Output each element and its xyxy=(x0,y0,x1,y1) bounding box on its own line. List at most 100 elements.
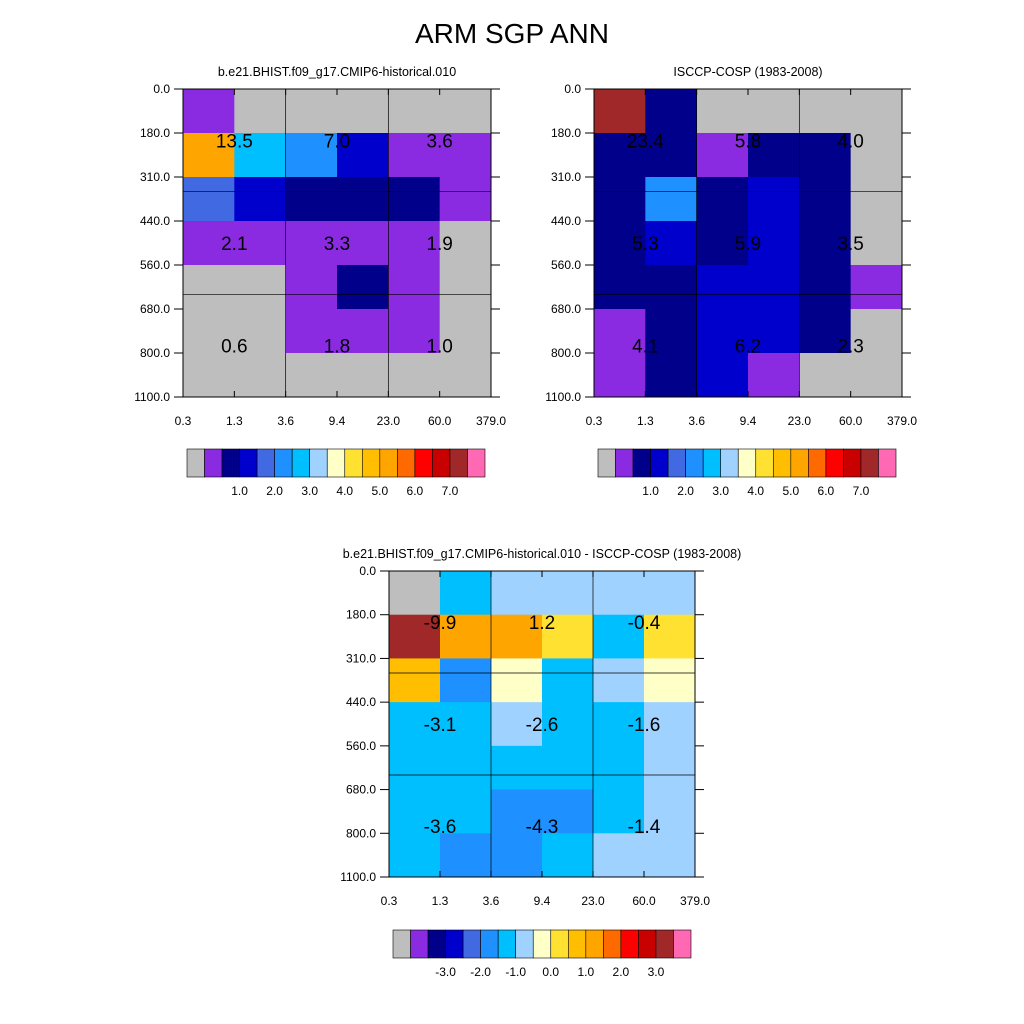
heatmap-cell xyxy=(799,133,852,178)
heatmap-cell xyxy=(696,177,749,222)
heatmap-cell xyxy=(799,309,852,354)
heatmap-cell xyxy=(439,89,492,134)
colorbar-label: 1.0 xyxy=(231,484,248,498)
heatmap-cell xyxy=(644,571,696,616)
colorbar-swatch xyxy=(808,448,827,478)
y-tick-label: 1100.0 xyxy=(340,870,376,884)
heatmap-cell xyxy=(696,309,749,354)
y-tick-label: 180.0 xyxy=(140,126,170,140)
heatmap-cell xyxy=(491,745,543,791)
heatmap-cell xyxy=(593,833,645,878)
colorbar-swatch xyxy=(655,929,674,959)
x-tick-label: 379.0 xyxy=(476,414,506,428)
heatmap-cell xyxy=(439,309,492,354)
y-tick-label: 310.0 xyxy=(140,170,170,184)
y-tick-label: 560.0 xyxy=(551,258,581,272)
heatmap-cell xyxy=(440,833,492,878)
y-tick-label: 180.0 xyxy=(551,126,581,140)
heatmap-cell xyxy=(644,658,696,703)
heatmap-cell xyxy=(748,177,800,222)
colorbar-label: 2.0 xyxy=(613,965,630,979)
heatmap-cell xyxy=(337,89,389,134)
heatmap-cell xyxy=(594,353,646,398)
colorbar-swatch xyxy=(221,448,240,478)
colorbar-swatch xyxy=(790,448,809,478)
heatmap-cell xyxy=(542,658,594,703)
y-tick-label: 560.0 xyxy=(140,258,170,272)
cell-value-label: -4.3 xyxy=(526,817,559,838)
cell-value-label: 5.8 xyxy=(735,131,761,152)
y-tick-label: 680.0 xyxy=(346,783,376,797)
colorbar-swatch xyxy=(467,448,486,478)
cell-value-label: 2.3 xyxy=(837,337,863,358)
colorbar-swatch xyxy=(326,448,346,478)
colorbar-swatch xyxy=(432,448,451,478)
heatmap-cell xyxy=(542,614,594,659)
cell-value-label: -3.1 xyxy=(424,715,457,736)
heatmap-cell xyxy=(389,833,441,878)
heatmap-cell xyxy=(542,789,594,834)
colorbar-label: 1.0 xyxy=(642,484,659,498)
heatmap-cell xyxy=(850,221,903,266)
x-tick-label: 1.3 xyxy=(432,894,449,908)
heatmap-cell xyxy=(388,133,441,178)
heatmap-cell xyxy=(337,309,389,354)
heatmap-cell xyxy=(389,658,441,703)
heatmap-cell xyxy=(644,833,696,878)
heatmap-cell xyxy=(389,789,441,834)
heatmap-cell xyxy=(491,702,543,747)
x-tick-label: 60.0 xyxy=(428,414,452,428)
heatmap-cell xyxy=(491,571,543,616)
colorbar-swatch xyxy=(667,448,686,478)
colorbar-swatch xyxy=(392,929,411,959)
y-tick-label: 0.0 xyxy=(153,82,170,96)
heatmap-cell xyxy=(593,614,645,659)
heatmap-cell xyxy=(593,571,645,616)
panel-title: b.e21.BHIST.f09_g17.CMIP6-historical.010 xyxy=(218,65,456,79)
colorbar-swatch xyxy=(186,448,205,478)
cell-value-label: 1.8 xyxy=(324,337,350,358)
cell-value-label: 4.0 xyxy=(837,131,863,152)
colorbar-swatch xyxy=(772,448,792,478)
cell-value-label: 5.9 xyxy=(735,234,761,255)
heatmap-cell xyxy=(799,221,852,266)
colorbar-label: 2.0 xyxy=(677,484,694,498)
heatmap-cell xyxy=(337,221,389,266)
x-tick-label: 23.0 xyxy=(581,894,605,908)
colorbar-swatch xyxy=(532,929,552,959)
colorbar-swatch xyxy=(204,448,223,478)
heatmap-cell xyxy=(542,745,594,791)
heatmap-cell xyxy=(285,265,338,310)
colorbar-swatch xyxy=(597,448,616,478)
heatmap-cell xyxy=(389,745,441,791)
heatmap-cell xyxy=(542,571,594,616)
cell-value-label: 5.3 xyxy=(632,234,658,255)
heatmap-cell xyxy=(748,221,800,266)
colorbar-label: 3.0 xyxy=(712,484,729,498)
heatmap-cell xyxy=(234,133,287,178)
heatmap-cell xyxy=(645,221,698,266)
heatmap-cell xyxy=(388,221,441,266)
heatmap-cell xyxy=(285,221,338,266)
heatmap-cell xyxy=(388,309,441,354)
colorbar-swatch xyxy=(638,929,657,959)
heatmap-cell xyxy=(337,353,389,398)
x-tick-label: 1.3 xyxy=(637,414,654,428)
heatmap-cell xyxy=(439,133,492,178)
colorbar-label: 0.0 xyxy=(542,965,559,979)
heatmap-cell xyxy=(439,353,492,398)
heatmap-cell xyxy=(799,265,852,310)
colorbar-swatch xyxy=(843,448,862,478)
cell-value-label: 13.5 xyxy=(216,131,253,152)
colorbar-swatch xyxy=(480,929,499,959)
x-tick-label: 3.6 xyxy=(483,894,500,908)
colorbar-swatch xyxy=(878,448,897,478)
y-tick-label: 800.0 xyxy=(551,346,581,360)
heatmap-cell xyxy=(645,177,698,222)
colorbar-label: 7.0 xyxy=(853,484,870,498)
heatmap-cell xyxy=(594,133,646,178)
colorbar-swatch xyxy=(449,448,468,478)
heatmap-cell xyxy=(850,265,903,310)
heatmap-cell xyxy=(439,221,492,266)
